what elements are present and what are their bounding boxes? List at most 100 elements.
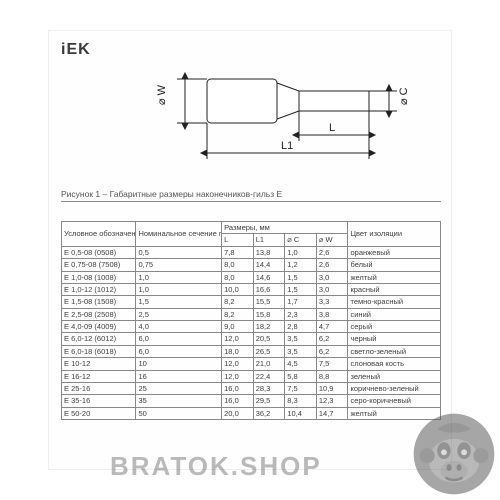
table-cell: 1,5 [285,271,317,283]
table-cell: 10,9 [316,382,348,394]
table-cell: серый [348,321,441,333]
table-cell: 10 [136,358,222,370]
table-cell: желтый [348,271,441,283]
table-cell: E 0,75-08 (7508) [62,259,136,271]
table-cell: 2,3 [285,308,317,320]
table-row: E 6,0-18 (6018)6,018,026,53,56,2светло-з… [62,345,441,357]
table-cell: 14,6 [253,271,285,283]
table-cell: E 2,5-08 (2508) [62,308,136,320]
table-cell: E 35-16 [62,395,136,407]
figure-caption: Рисунок 1 – Габаритные размеры наконечни… [61,189,441,202]
table-cell: зеленый [348,370,441,382]
table-cell: 10,0 [222,283,254,295]
table-cell: 4,0 [136,321,222,333]
table-row: E 25-162516,028,37,510,9коричнево-зелены… [62,382,441,394]
table-cell: 36,2 [253,407,285,419]
table-cell: 7,5 [316,358,348,370]
table-cell: 8,0 [222,271,254,283]
table-cell: 12,0 [222,358,254,370]
table-cell: E 1,5-08 (1508) [62,296,136,308]
col-dimensions: Размеры, мм [222,222,348,234]
table-cell: 15,5 [253,296,285,308]
table-cell: оранжевый [348,246,441,258]
table-cell: 3,5 [285,333,317,345]
table-cell: 16,6 [253,283,285,295]
dimensional-diagram: ⌀ W ⌀ C L L1 [129,41,429,171]
table-cell: 28,3 [253,382,285,394]
datasheet-page: iEK [48,30,452,470]
table-cell: 35 [136,395,222,407]
table-cell: 8,2 [222,308,254,320]
table-row: E 1,0-08 (1008)1,08,014,61,53,0желтый [62,271,441,283]
table-cell: 5,8 [285,370,317,382]
col-l1: L1 [253,234,285,246]
table-cell: 1,5 [136,296,222,308]
table-cell: 8,8 [316,370,348,382]
table-cell: черный [348,333,441,345]
table-row: E 0,75-08 (7508)0,758,014,41,22,6белый [62,259,441,271]
table-cell: синий [348,308,441,320]
table-cell: 50 [136,407,222,419]
table-cell: 12,3 [316,395,348,407]
table-cell: 6,0 [136,345,222,357]
table-cell: темно-красный [348,296,441,308]
table-cell: 3,5 [285,345,317,357]
table-cell: 6,2 [316,333,348,345]
table-header-row: Условное обозначение Номинальное сечение… [62,222,441,234]
table-cell: 1,0 [136,283,222,295]
col-w: ⌀ W [316,234,348,246]
table-row: E 1,0-12 (1012)1,010,016,61,53,0красный [62,283,441,295]
watermark-text: BRATOK.SHOP [110,451,322,482]
table-cell: 2,6 [316,259,348,271]
table-cell: E 50-20 [62,407,136,419]
table-cell: 10,4 [285,407,317,419]
dim-label-c: ⌀ C [398,87,410,105]
table-cell: 2,5 [136,308,222,320]
table-cell: 3,3 [316,296,348,308]
table-cell: 21,0 [253,358,285,370]
table-cell: 12,0 [222,333,254,345]
table-cell: 20,0 [222,407,254,419]
table-cell: 16 [136,370,222,382]
table-cell: 14,7 [316,407,348,419]
table-row: E 35-163516,029,58,312,3серо-коричневый [62,395,441,407]
table-cell: E 0,5-08 (0508) [62,246,136,258]
table-cell: 1,2 [285,259,317,271]
table-row: E 1,5-08 (1508)1,58,215,51,73,3темно-кра… [62,296,441,308]
table-cell: 16,0 [222,395,254,407]
table-cell: E 1,0-08 (1008) [62,271,136,283]
table-cell: 3,8 [316,308,348,320]
table-cell: 1,0 [136,271,222,283]
table-cell: 15,8 [253,308,285,320]
table-row: E 0,5-08 (0508)0,57,813,81,02,6оранжевый [62,246,441,258]
table-cell: 18,0 [222,345,254,357]
table-cell: 14,4 [253,259,285,271]
table-cell: 16,0 [222,382,254,394]
table-cell: 6,2 [316,345,348,357]
table-cell: 3,0 [316,271,348,283]
col-c: ⌀ C [285,234,317,246]
table-cell: 9,0 [222,321,254,333]
table-row: E 2,5-08 (2508)2,58,215,82,33,8синий [62,308,441,320]
table-cell: 12,0 [222,370,254,382]
dim-label-l: L [329,122,335,134]
table-cell: белый [348,259,441,271]
table-cell: 8,0 [222,259,254,271]
table-cell: 7,8 [222,246,254,258]
table-cell: 3,0 [316,283,348,295]
table-cell: 2,8 [285,321,317,333]
table-row: E 16-121612,022,45,88,8зеленый [62,370,441,382]
table-cell: 1,5 [285,283,317,295]
table-cell: красный [348,283,441,295]
table-cell: 7,5 [285,382,317,394]
col-l: L [222,234,254,246]
table-cell: 2,6 [316,246,348,258]
table-cell: E 4,0-09 (4009) [62,321,136,333]
table-cell: E 16-12 [62,370,136,382]
table-cell: 4,7 [316,321,348,333]
table-cell: слоновая кость [348,358,441,370]
table-cell: 26,5 [253,345,285,357]
table-cell: 22,4 [253,370,285,382]
table-cell: E 6,0-12 (6012) [62,333,136,345]
table-cell: светло-зеленый [348,345,441,357]
